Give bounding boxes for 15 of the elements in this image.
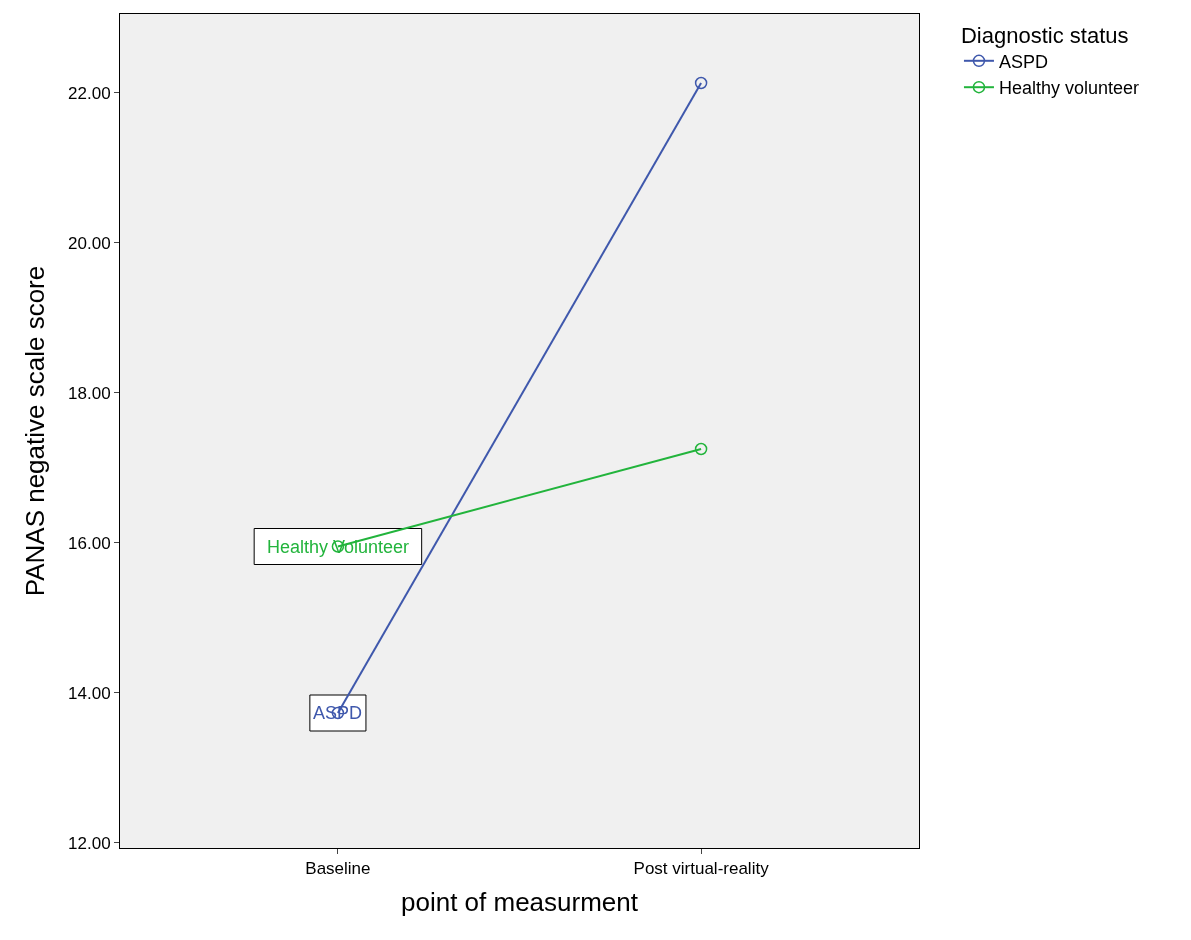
- y-axis-title: PANAS negative scale score: [20, 265, 51, 597]
- point: [694, 442, 708, 456]
- point: [694, 76, 708, 90]
- legend-title: Diagnostic status: [960, 22, 1129, 48]
- y-tick-label: 22.00: [68, 83, 111, 103]
- y-tick-label: 16.00: [68, 533, 111, 553]
- y-tick-label: 14.00: [68, 683, 111, 703]
- y-tick-label: 12.00: [68, 833, 111, 853]
- x-axis-title: point of measurment: [400, 887, 639, 918]
- y-tick-label: 18.00: [68, 383, 111, 403]
- x-tick-label: Post virtual-reality: [633, 859, 770, 879]
- y-tick-label: 20.00: [68, 233, 111, 253]
- legend-label: ASPD: [998, 51, 1048, 72]
- legend-label: Healthy volunteer: [998, 78, 1140, 99]
- x-tick-label: Baseline: [305, 859, 371, 879]
